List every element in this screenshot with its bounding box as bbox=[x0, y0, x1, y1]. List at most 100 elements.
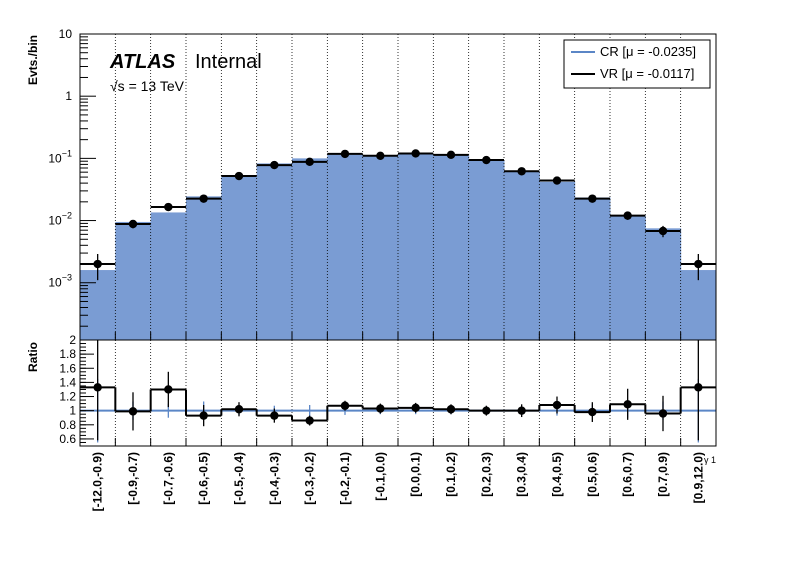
ratio-point bbox=[623, 400, 632, 409]
ratio-y-tick-label: 1 bbox=[69, 404, 76, 418]
y-tick-base: 10 bbox=[59, 27, 73, 41]
ratio-y-tick-label: 1.2 bbox=[59, 390, 76, 404]
cr-bar bbox=[610, 215, 646, 340]
vr-point bbox=[234, 171, 244, 181]
category-label: [0.0,0.1) bbox=[409, 452, 423, 497]
ratio-point bbox=[234, 405, 244, 414]
vr-point bbox=[694, 259, 703, 269]
cr-bar bbox=[256, 163, 293, 340]
ratio-point bbox=[694, 383, 703, 392]
category-label: [0.3,0.4) bbox=[515, 452, 529, 497]
vr-point bbox=[588, 194, 597, 203]
ratio-y-axis-title: Ratio bbox=[26, 342, 40, 372]
ratio-y-tick-label: 1.8 bbox=[59, 347, 76, 361]
ratio-point bbox=[164, 385, 173, 394]
ratio-y-tick-label: 0.6 bbox=[59, 432, 76, 446]
category-label: [-0.9,-0.7) bbox=[126, 452, 140, 505]
y-tick-label: 10−1 bbox=[48, 148, 72, 165]
cr-bar bbox=[115, 221, 152, 340]
category-label: [0.7,0.9) bbox=[656, 452, 670, 497]
category-label: [-12.0,-0.9) bbox=[91, 452, 105, 511]
y-tick-label: 10−2 bbox=[48, 211, 72, 228]
legend-vr-label: VR [μ = -0.0117] bbox=[600, 66, 694, 81]
energy-label: √s = 13 TeV bbox=[110, 78, 185, 94]
main-y-axis-title: Evts./bin bbox=[26, 35, 40, 85]
cr-bar bbox=[186, 196, 222, 340]
vr-point bbox=[93, 259, 102, 269]
y-tick-base: 10 bbox=[48, 151, 62, 165]
category-label: [0.9,12.0) bbox=[691, 452, 705, 503]
y-tick-exponent: −2 bbox=[62, 211, 72, 221]
cr-bar bbox=[468, 160, 505, 340]
legend-cr-label: CR [μ = -0.0235] bbox=[600, 44, 696, 59]
y-tick-label: 1 bbox=[65, 89, 72, 103]
vr-point bbox=[658, 226, 668, 236]
vr-point bbox=[270, 160, 279, 170]
category-label: [-0.3,-0.2) bbox=[303, 452, 317, 505]
cr-bar bbox=[150, 212, 187, 340]
category-label: [-0.1,0.0) bbox=[373, 452, 387, 501]
x-axis-title: γ 1 bbox=[704, 455, 716, 465]
ratio-point bbox=[376, 404, 385, 413]
category-labels: [-12.0,-0.9) [-0.9,-0.7) [-0.7,-0.6) [-0.6,… bbox=[91, 452, 706, 511]
cr-bar bbox=[680, 270, 717, 340]
y-tick-base: 10 bbox=[48, 276, 62, 290]
energy-sqrt: √s bbox=[110, 78, 125, 94]
category-label: [-0.5,-0.4) bbox=[232, 452, 246, 505]
ratio-point bbox=[411, 403, 420, 413]
vr-point bbox=[552, 176, 562, 185]
category-label: [-0.2,-0.1) bbox=[338, 452, 352, 505]
category-label: [0.2,0.3) bbox=[479, 452, 493, 497]
ratio-y-tick-label: 2 bbox=[69, 333, 76, 347]
vr-point bbox=[623, 211, 632, 220]
cr-bar bbox=[574, 197, 611, 340]
cr-bar bbox=[504, 170, 540, 340]
cr-bar bbox=[292, 158, 328, 340]
ratio-point bbox=[552, 400, 562, 410]
y-tick-label: 10−3 bbox=[48, 273, 72, 290]
ratio-y-tick-label: 1.6 bbox=[59, 361, 76, 375]
ratio-point bbox=[93, 383, 102, 392]
ratio-point bbox=[199, 411, 208, 420]
internal-text: Internal bbox=[195, 51, 262, 73]
ratio-y-tick-label: 0.8 bbox=[59, 418, 76, 432]
cr-bar bbox=[433, 155, 470, 340]
cr-bar bbox=[645, 228, 682, 340]
category-label: [0.5,0.6) bbox=[585, 452, 599, 497]
category-label: [-0.4,-0.3) bbox=[267, 452, 281, 505]
cr-bar bbox=[80, 270, 116, 340]
vr-point bbox=[199, 194, 208, 203]
cr-bar bbox=[221, 176, 258, 340]
y-tick-base: 1 bbox=[65, 89, 72, 103]
vr-point bbox=[164, 202, 173, 212]
ratio-point bbox=[658, 409, 668, 418]
vr-point bbox=[376, 151, 385, 160]
cr-bar bbox=[398, 154, 434, 340]
vr-point bbox=[446, 150, 456, 160]
legend-box bbox=[563, 39, 711, 89]
ratio-point bbox=[482, 406, 491, 415]
vr-point bbox=[305, 157, 314, 167]
ratio-panel: 0.60.811.21.41.61.82 bbox=[59, 333, 717, 447]
vr-point bbox=[482, 155, 491, 165]
category-label: [0.6,0.7) bbox=[621, 452, 635, 497]
y-tick-base: 10 bbox=[48, 214, 62, 228]
cr-bar bbox=[539, 181, 576, 340]
category-label: [0.4,0.5) bbox=[550, 452, 564, 497]
ratio-point bbox=[588, 407, 597, 417]
legend: CR [μ = -0.0235] VR [μ = -0.0117] bbox=[563, 39, 711, 89]
y-tick-exponent: −1 bbox=[62, 148, 72, 158]
vr-point bbox=[128, 219, 138, 229]
y-tick-label: 10 bbox=[59, 27, 73, 41]
ratio-point bbox=[128, 407, 138, 416]
atlas-label: ATLAS Internal √s = 13 TeV bbox=[109, 51, 262, 94]
cr-bar bbox=[327, 154, 364, 340]
energy-value: = 13 TeV bbox=[125, 78, 185, 94]
ratio-point bbox=[270, 411, 279, 420]
category-label: [-0.6,-0.5) bbox=[197, 452, 211, 505]
ratio-y-tick-label: 1.4 bbox=[59, 375, 76, 389]
y-tick-exponent: −3 bbox=[62, 273, 72, 283]
ratio-point bbox=[340, 401, 350, 410]
